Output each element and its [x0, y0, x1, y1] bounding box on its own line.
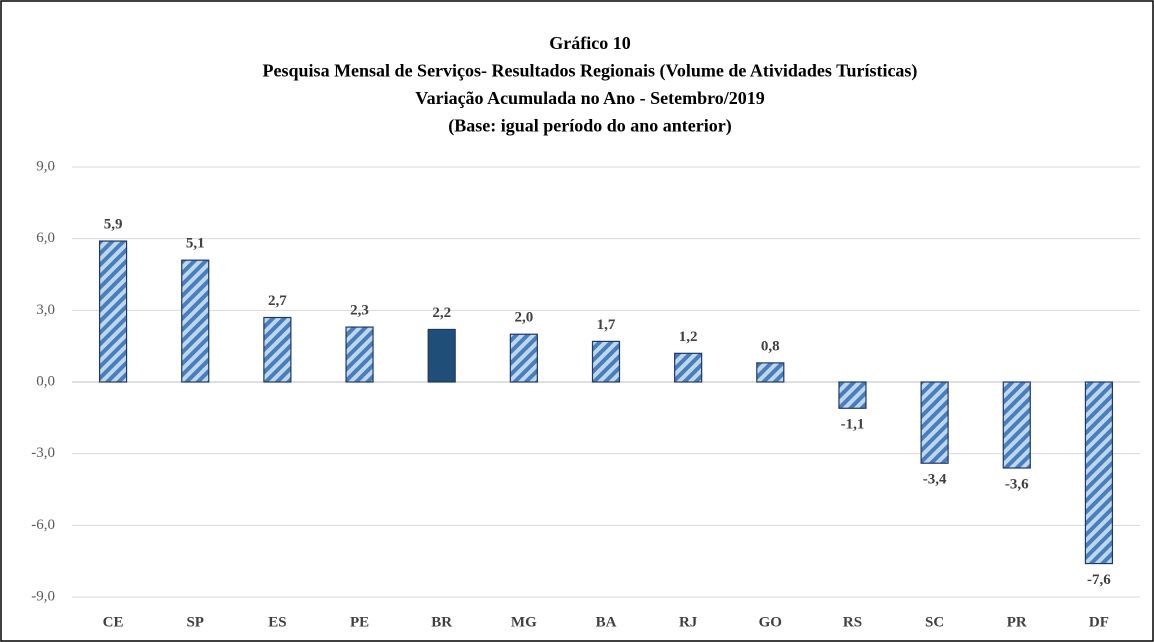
value-label: 5,9 [104, 216, 123, 232]
bar [838, 381, 867, 409]
x-tick-label: BR [431, 614, 452, 630]
y-tick-label: 6,0 [36, 230, 55, 246]
x-tick-label: DF [1089, 614, 1109, 630]
value-label: 2,2 [432, 305, 451, 321]
value-label: -3,4 [923, 472, 947, 488]
bar [674, 352, 703, 383]
value-label: 0,8 [761, 338, 780, 354]
x-tick-label: CE [103, 614, 124, 630]
bar [263, 316, 292, 383]
y-tick-label: 9,0 [36, 158, 55, 174]
value-label: 5,1 [186, 236, 205, 252]
bar [591, 340, 621, 383]
value-label: -1,1 [841, 417, 865, 433]
value-label: 2,0 [514, 310, 533, 326]
chart-title: (Base: igual período do ano anterior) [448, 116, 732, 137]
value-label: 2,3 [350, 302, 369, 318]
y-tick-label: -9,0 [31, 588, 55, 604]
bar [1002, 381, 1031, 469]
x-tick-label: MG [511, 614, 537, 630]
bar [345, 326, 374, 383]
x-tick-label: SC [925, 614, 944, 630]
chart-title: Variação Acumulada no Ano - Setembro/201… [415, 88, 765, 108]
bar [756, 362, 785, 383]
bar [181, 259, 210, 383]
value-label: 2,7 [268, 293, 287, 309]
value-label: -3,6 [1005, 476, 1029, 492]
value-label: -7,6 [1087, 572, 1111, 588]
x-tick-label: GO [759, 614, 782, 630]
value-label: 1,2 [679, 329, 698, 345]
x-tick-label: RJ [679, 614, 698, 630]
chart-title: Gráfico 10 [549, 33, 630, 53]
bar [1084, 381, 1114, 565]
y-tick-label: -6,0 [31, 517, 55, 533]
x-tick-label: ES [268, 614, 286, 630]
x-tick-label: SP [186, 614, 204, 630]
value-label: 1,7 [597, 317, 616, 333]
bar [427, 328, 456, 383]
x-tick-label: BA [596, 614, 617, 630]
x-tick-label: RS [843, 614, 862, 630]
y-tick-label: 0,0 [36, 373, 55, 389]
bar [509, 333, 538, 383]
y-tick-label: -3,0 [31, 445, 55, 461]
x-tick-label: PR [1007, 614, 1027, 630]
bar [98, 240, 128, 383]
x-tick-label: PE [350, 614, 369, 630]
bar [920, 381, 949, 464]
y-tick-label: 3,0 [36, 302, 55, 318]
chart-title: Pesquisa Mensal de Serviços- Resultados … [263, 61, 918, 82]
